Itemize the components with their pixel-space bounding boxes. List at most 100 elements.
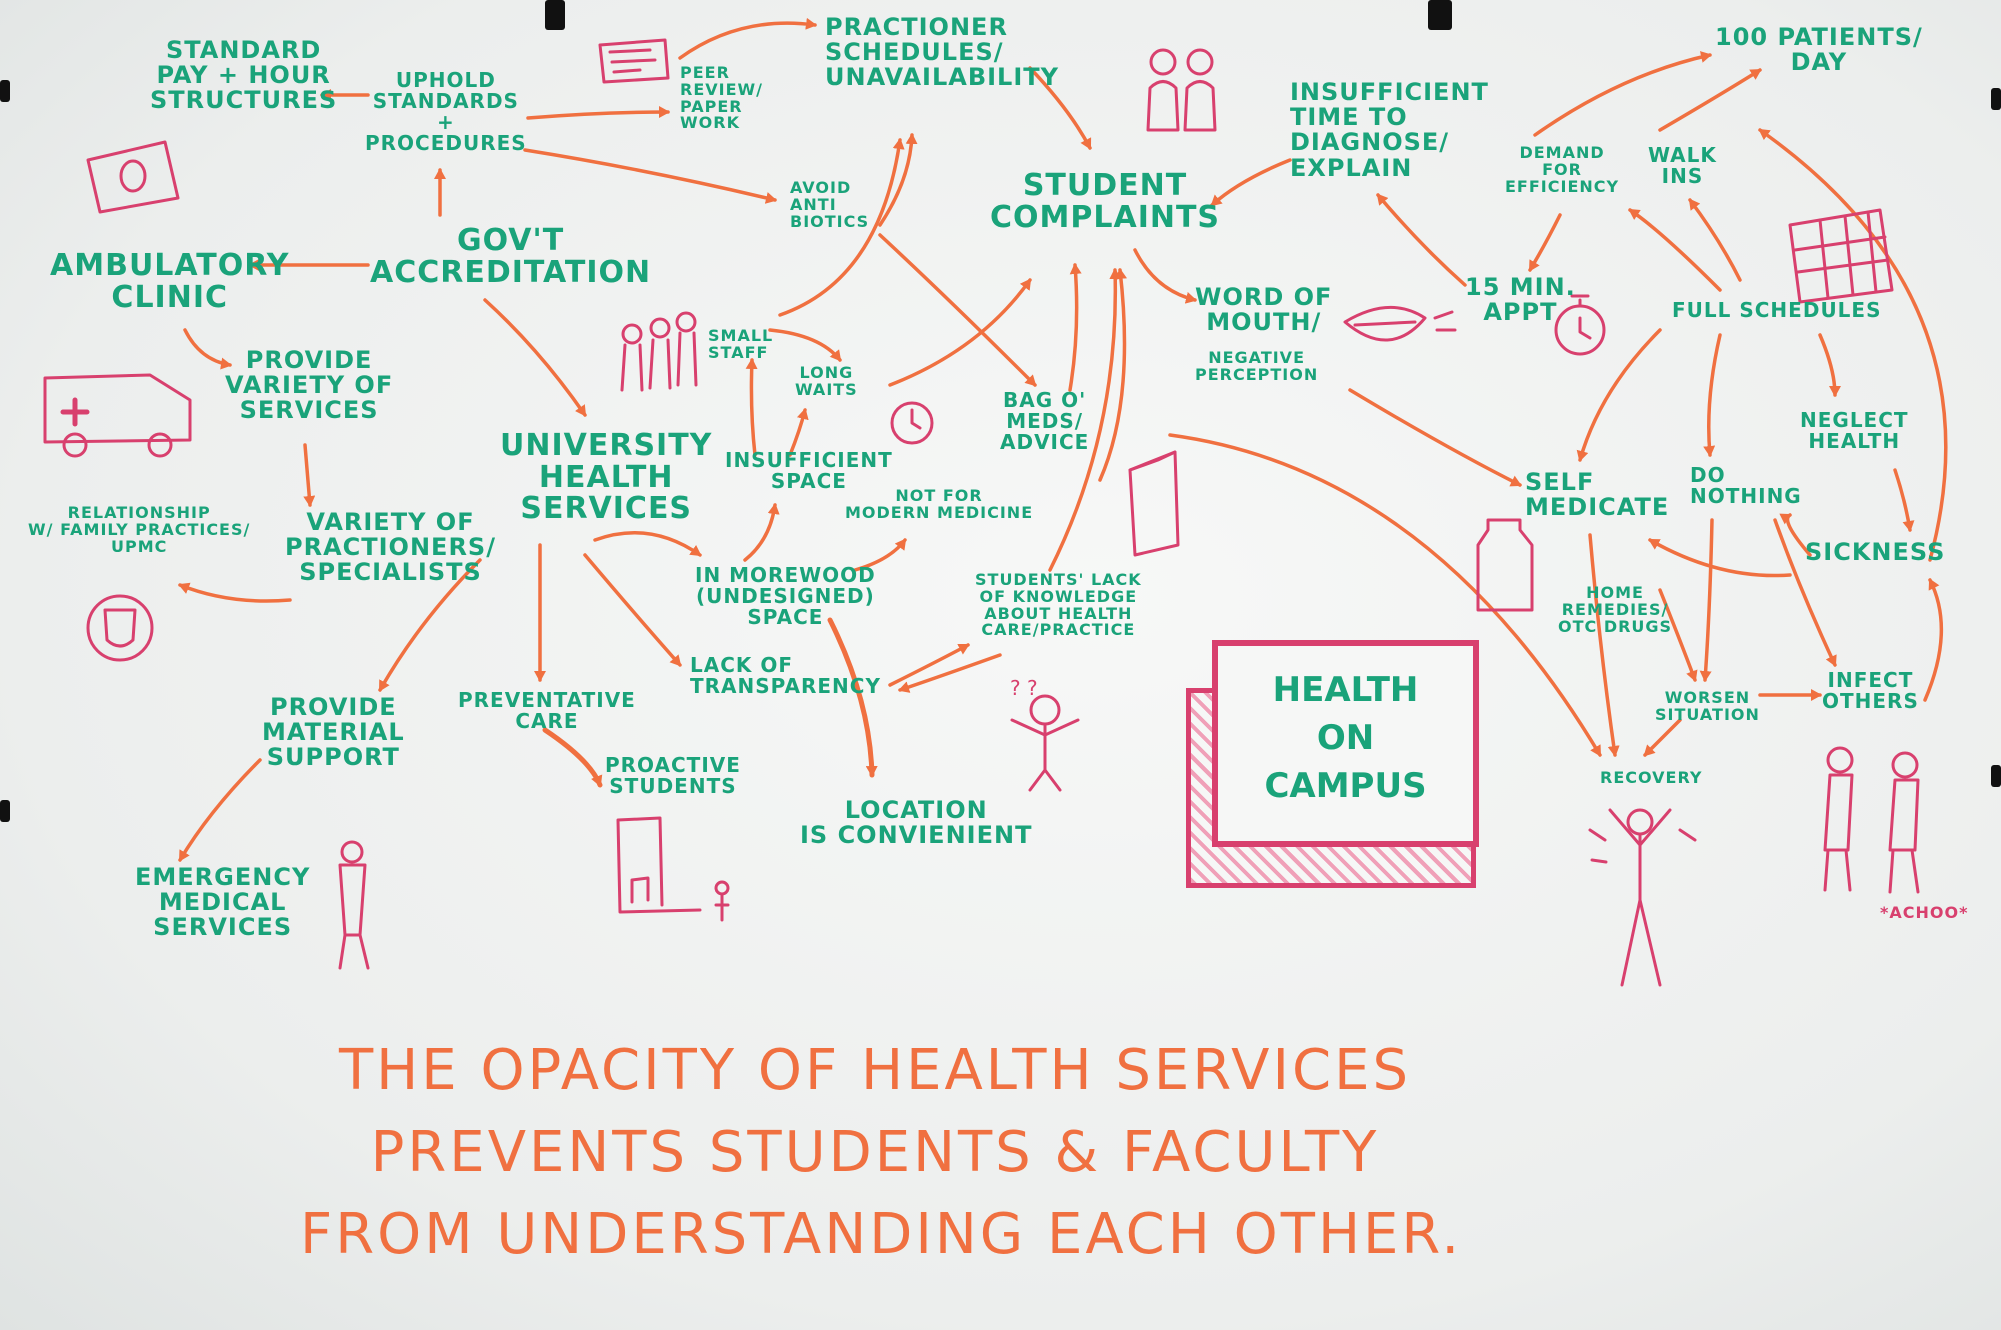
node-avoid-antibiotics: AVOID ANTI BIOTICS (790, 180, 869, 230)
arrow-practioners-relationship (180, 585, 290, 601)
location-line2: IS CONVIENIENT (800, 823, 1032, 848)
arrow-sickness-self (1650, 540, 1790, 576)
arrow-appt-insufficienttime (1378, 195, 1465, 285)
ambulance-sketch (45, 375, 190, 456)
avoid-line3: BIOTICS (790, 214, 869, 231)
complaints-line1: STUDENT (990, 170, 1220, 202)
lack-transparency-line2: TRANSPARENCY (690, 676, 881, 697)
node-walk-ins: WALK INS (1648, 145, 1717, 187)
recovery-person-sketch (1590, 810, 1695, 985)
walk-ins-line1: WALK (1648, 145, 1717, 166)
node-home-remedies: HOME REMEDIES/ OTC DRUGS (1558, 585, 1672, 635)
arrow-demand-appt (1530, 215, 1560, 270)
govt-line2: ACCREDITATION (370, 257, 651, 289)
insufficient-time-line2: TIME TO (1290, 105, 1489, 130)
arrow-longwaits-complaints (890, 280, 1030, 385)
bag-sketch (1130, 452, 1178, 555)
staff-sketch (622, 313, 696, 390)
practioner-line3: UNAVAILABILITY (825, 65, 1059, 90)
arrow-morewood-insufficient (745, 505, 775, 560)
uhs-line2: HEALTH (500, 462, 712, 494)
node-self-medicate: SELF MEDICATE (1525, 470, 1669, 520)
node-recovery: RECOVERY (1600, 770, 1703, 787)
thesis-statement: THE OPACITY OF HEALTH SERVICES PREVENTS … (300, 1030, 1450, 1276)
proactive-line1: PROACTIVE (605, 755, 741, 776)
node-do-nothing: DO NOTHING (1690, 465, 1802, 507)
insufficient-space-line1: INSUFFICIENT (725, 450, 893, 471)
uphold-line1: UPHOLD (365, 70, 527, 91)
thesis-line1: THE OPACITY OF HEALTH SERVICES (300, 1030, 1450, 1112)
practioner-line1: PRACTIONER (825, 15, 1059, 40)
node-peer-review: PEER REVIEW/ PAPER WORK (680, 65, 763, 132)
uphold-line2: STANDARDS (365, 91, 527, 112)
node-sickness: SICKNESS (1805, 540, 1945, 565)
health-on-campus-box: HEALTH ON CAMPUS (1212, 640, 1479, 847)
emergency-line2: MEDICAL (135, 890, 310, 915)
node-15-min-appt: 15 MIN. APPT (1465, 275, 1576, 325)
emergency-line1: EMERGENCY (135, 865, 310, 890)
node-location: LOCATION IS CONVIENIENT (800, 798, 1032, 848)
uhs-line1: UNIVERSITY (500, 430, 712, 462)
variety-practioners-line3: SPECIALISTS (285, 560, 496, 585)
govt-line1: GOV'T (370, 225, 651, 257)
not-modern-line2: MODERN MEDICINE (845, 505, 1033, 522)
arrow-govt-uhs (485, 300, 585, 415)
node-long-waits: LONG WAITS (795, 365, 858, 399)
node-practioner-schedules: PRACTIONER SCHEDULES/ UNAVAILABILITY (825, 15, 1059, 91)
confused-student-sketch: ? ? (1010, 676, 1078, 790)
emergency-line3: SERVICES (135, 915, 310, 940)
worsen-line2: SITUATION (1655, 707, 1760, 724)
mouth-sketch (1345, 307, 1455, 340)
node-provide-variety: PROVIDE VARIETY OF SERVICES (225, 348, 393, 424)
peer-line4: WORK (680, 115, 763, 132)
morewood-line1: IN MOREWOOD (695, 565, 876, 586)
neglect-line1: NEGLECT (1800, 410, 1909, 431)
label-achoo: *ACHOO* (1880, 905, 1968, 922)
negative-line2: PERCEPTION (1195, 367, 1318, 384)
arrow-neglect-sickness (1895, 470, 1910, 530)
arrow-uphold-peer (528, 112, 668, 118)
money-sketch (88, 142, 178, 212)
node-preventative-care: PREVENTATIVE CARE (458, 690, 636, 732)
demand-line3: EFFICIENCY (1505, 179, 1619, 196)
arrow-walkins-patients (1660, 70, 1760, 130)
clock-sketch (892, 403, 932, 443)
provide-variety-line3: SERVICES (225, 398, 393, 423)
relationship-line3: UPMC (28, 539, 250, 556)
preventative-line1: PREVENTATIVE (458, 690, 636, 711)
node-university-health: UNIVERSITY HEALTH SERVICES (500, 430, 712, 525)
arrow-uhs-insufficient (595, 533, 700, 555)
patients-line1: 100 PATIENTS/ (1715, 25, 1923, 50)
node-student-complaints: STUDENT COMPLAINTS (990, 170, 1220, 233)
uhs-line3: SERVICES (500, 493, 712, 525)
arrow-uhs-lack (585, 555, 680, 665)
uphold-line3: + (365, 112, 527, 133)
arrow-avoid-practioner (880, 135, 912, 225)
standard-pay-line2: PAY + HOUR (150, 63, 337, 88)
recovery-line1: RECOVERY (1600, 770, 1703, 787)
node-negative-perception: NEGATIVE PERCEPTION (1195, 350, 1318, 384)
self-medicate-line1: SELF (1525, 470, 1669, 495)
thesis-line2: PREVENTS STUDENTS & FACULTY (300, 1112, 1450, 1194)
arrow-smallstaff-longwaits (770, 330, 840, 360)
node-relationship: RELATIONSHIP W/ FAMILY PRACTICES/ UPMC (28, 505, 250, 555)
patients-line2: DAY (1715, 50, 1923, 75)
appt-line2: APPT (1465, 300, 1576, 325)
lack-transparency-line1: LACK OF (690, 655, 881, 676)
people-sketch (1148, 50, 1215, 130)
morewood-line3: SPACE (695, 607, 876, 628)
arrow-variety-practioners (305, 445, 310, 505)
provide-variety-line2: VARIETY OF (225, 373, 393, 398)
arrow-avoid-bagmeds (880, 235, 1035, 385)
thesis-line3: FROM UNDERSTANDING EACH OTHER. (300, 1194, 1450, 1276)
node-proactive-students: PROACTIVE STUDENTS (605, 755, 741, 797)
infected-people-sketch (1825, 748, 1918, 892)
infect-line1: INFECT (1822, 670, 1919, 691)
node-in-morewood: IN MOREWOOD (UNDESIGNED) SPACE (695, 565, 876, 628)
svg-text:? ?: ? ? (1010, 676, 1038, 700)
arrow-studentslack-complaints (1100, 270, 1125, 480)
complaints-line2: COMPLAINTS (990, 202, 1220, 234)
morewood-line2: (UNDESIGNED) (695, 586, 876, 607)
node-insufficient-space: INSUFFICIENT SPACE (725, 450, 893, 492)
ambulatory-line1: AMBULATORY (50, 250, 289, 282)
